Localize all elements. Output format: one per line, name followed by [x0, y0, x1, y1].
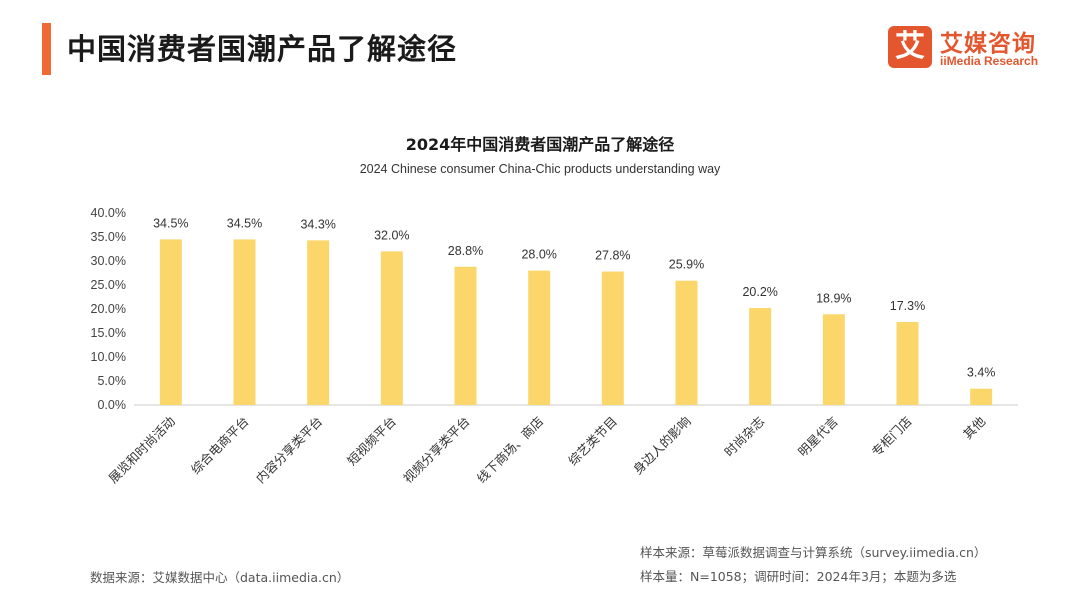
x-tick-label: 专柜门店	[869, 414, 915, 460]
y-tick-label: 25.0%	[91, 278, 126, 292]
y-tick-label: 20.0%	[91, 302, 126, 316]
logo-name-cn: 艾媒咨询	[940, 31, 1036, 57]
x-tick-label: 时尚杂志	[721, 414, 767, 460]
x-tick-label: 线下商场、商店	[474, 414, 546, 486]
y-tick-label: 0.0%	[98, 398, 127, 412]
bar	[601, 271, 624, 405]
y-tick-label: 40.0%	[91, 206, 126, 220]
data-label: 25.9%	[669, 258, 704, 272]
data-label: 3.4%	[967, 366, 996, 380]
y-tick-label: 35.0%	[91, 230, 126, 244]
x-tick-label: 内容分享类平台	[253, 414, 325, 486]
data-label: 18.9%	[816, 291, 851, 305]
bar	[380, 251, 403, 405]
data-label: 34.5%	[153, 216, 188, 230]
chart-title: 2024年中国消费者国潮产品了解途径	[405, 135, 675, 154]
y-tick-label: 30.0%	[91, 254, 126, 268]
logo-mark-icon: 艾	[888, 26, 932, 68]
data-label: 32.0%	[374, 228, 409, 242]
page-title: 中国消费者国潮产品了解途径	[67, 32, 458, 66]
data-label: 34.3%	[300, 217, 335, 231]
y-tick-label: 5.0%	[98, 374, 127, 388]
bar	[896, 321, 919, 405]
logo-name-en: iiMedia Research	[940, 54, 1039, 68]
x-tick-label: 视频分享类平台	[400, 414, 472, 486]
sample-source-note: 样本来源：草莓派数据调查与计算系统（survey.iimedia.cn）	[640, 545, 987, 560]
bar	[675, 280, 698, 405]
y-tick-label: 10.0%	[91, 350, 126, 364]
bar	[307, 240, 330, 405]
bar	[970, 388, 993, 405]
data-label: 20.2%	[742, 285, 777, 299]
chart-subtitle: 2024 Chinese consumer China-Chic product…	[359, 162, 721, 176]
bar	[822, 314, 845, 405]
title-accent-bar	[42, 23, 51, 75]
data-label: 28.8%	[448, 244, 483, 258]
sample-info-note: 样本量：N=1058；调研时间：2024年3月；本题为多选	[640, 569, 957, 584]
x-tick-label: 短视频平台	[344, 414, 399, 469]
data-label: 28.0%	[521, 248, 556, 262]
bar	[233, 239, 256, 405]
x-tick-label: 其他	[960, 413, 989, 442]
iimedia-logo: 艾 艾媒咨询 iiMedia Research	[888, 24, 1068, 72]
x-tick-label: 综合电商平台	[188, 414, 252, 478]
bar	[454, 266, 477, 405]
data-label: 17.3%	[890, 299, 925, 313]
bar	[749, 308, 772, 405]
x-tick-label: 明星代言	[795, 414, 841, 460]
x-tick-label: 综艺类节目	[565, 414, 620, 469]
bar	[159, 239, 182, 405]
y-tick-label: 15.0%	[91, 326, 126, 340]
bar	[528, 270, 551, 405]
data-source-note: 数据来源：艾媒数据中心（data.iimedia.cn）	[90, 570, 350, 585]
data-label: 34.5%	[227, 216, 262, 230]
x-tick-label: 展览和时尚活动	[105, 414, 177, 486]
data-label: 27.8%	[595, 249, 630, 263]
x-tick-label: 身边人的影响	[630, 414, 694, 478]
